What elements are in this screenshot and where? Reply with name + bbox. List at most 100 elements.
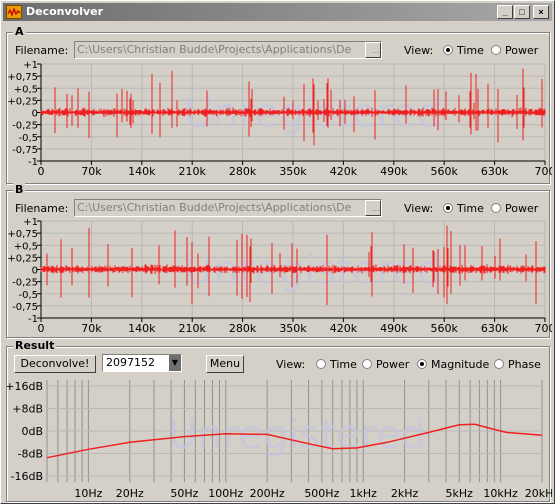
panel-a-time-radio[interactable]	[443, 45, 453, 55]
x-tick-label: 630k	[481, 322, 509, 335]
freq-tick-label: 20kHz	[525, 487, 552, 500]
result-magnitude-label: Magnitude	[431, 358, 490, 371]
x-tick-label: 0	[38, 322, 45, 335]
y-tick-label: -1	[28, 314, 38, 325]
panel-a-time-label: Time	[457, 44, 484, 57]
result-view-label: View:	[276, 358, 306, 371]
panel-a-power-label: Power	[505, 44, 539, 57]
panel-b-filename-label: Filename:	[15, 202, 69, 215]
db-tick-label: +16dB	[7, 380, 43, 393]
panel-a-view-label: View:	[404, 44, 434, 57]
freq-tick-label: 2kHz	[391, 487, 419, 500]
x-tick-label: 70k	[81, 322, 102, 335]
x-tick-label: 140k	[128, 322, 156, 335]
panel-a-power-radio[interactable]	[491, 45, 501, 55]
panel-b-power-radio[interactable]	[491, 203, 501, 213]
y-tick-label: 0	[32, 109, 38, 120]
result-label: Result	[13, 339, 57, 352]
y-tick-label: -0,5	[18, 290, 38, 301]
freq-tick-label: 50Hz	[170, 487, 198, 500]
result-time-label: Time	[330, 358, 357, 371]
x-tick-label: 560k	[431, 322, 459, 335]
freq-tick-label: 20Hz	[116, 487, 144, 500]
x-tick-label: 700	[535, 165, 553, 178]
y-tick-label: +0,25	[7, 253, 38, 264]
x-tick-label: 350k	[279, 165, 307, 178]
x-tick-label: 280k	[229, 322, 257, 335]
x-tick-label: 350k	[279, 322, 307, 335]
waveform-trace	[40, 68, 546, 146]
x-tick-label: 700	[535, 322, 553, 335]
panel-b-time-radio[interactable]	[443, 203, 453, 213]
x-tick-label: 210k	[179, 165, 207, 178]
fft-size-select[interactable]: 2097152 ▼	[102, 354, 182, 372]
result-time-radio[interactable]	[316, 359, 326, 369]
waveform-trace	[40, 225, 546, 305]
x-tick-label: 280k	[229, 165, 257, 178]
x-tick-label: 140k	[128, 165, 156, 178]
y-tick-label: -0,25	[12, 121, 38, 132]
x-tick-label: 630k	[481, 165, 509, 178]
x-tick-label: 210k	[179, 322, 207, 335]
freq-tick-label: 10kHz	[483, 487, 518, 500]
panel-b-filename-field[interactable]: C:\Users\Christian Budde\Projects\Applic…	[74, 199, 382, 217]
x-tick-label: 420k	[330, 322, 358, 335]
freq-tick-label: 5kHz	[446, 487, 474, 500]
panel-a-group	[6, 32, 550, 184]
panel-b-time-label: Time	[457, 202, 484, 215]
y-tick-label: +1	[23, 61, 38, 71]
db-tick-label: -16dB	[11, 470, 44, 483]
result-magnitude-radio[interactable]	[417, 359, 427, 369]
panel-a-filename-field[interactable]: C:\Users\Christian Budde\Projects\Applic…	[74, 41, 382, 59]
y-tick-label: +1	[23, 218, 38, 228]
app-icon	[6, 5, 22, 19]
panel-a-filename-label: Filename:	[15, 44, 69, 57]
freq-tick-label: 100Hz	[208, 487, 243, 500]
minimize-button[interactable]: _	[497, 5, 513, 19]
y-tick-label: -0,75	[12, 145, 38, 156]
db-tick-label: 0dB	[21, 425, 43, 438]
y-tick-label: +0,5	[14, 84, 38, 95]
y-tick-label: -0,75	[12, 302, 38, 313]
x-tick-label: 560k	[431, 165, 459, 178]
panel-b-waveform-plot[interactable]: +1+0,75+0,5+0,250-0,25-0,5-0,75-10 70k 140…	[7, 218, 552, 338]
y-tick-label: +0,75	[7, 229, 38, 240]
chevron-down-icon[interactable]: ▼	[169, 355, 181, 371]
result-power-label: Power	[376, 358, 410, 371]
result-phase-label: Phase	[508, 358, 541, 371]
panel-a-browse-button[interactable]: ...	[365, 42, 381, 58]
freq-tick-label: 1kHz	[349, 487, 377, 500]
x-tick-label: 420k	[330, 165, 358, 178]
fft-size-value: 2097152	[106, 356, 155, 369]
panel-b-browse-button[interactable]: ...	[365, 200, 381, 216]
deconvolve-button[interactable]: Deconvolve!	[14, 355, 96, 373]
maximize-button[interactable]: □	[514, 5, 530, 19]
window-title: Deconvolver	[26, 5, 104, 18]
y-tick-label: -1	[28, 157, 38, 168]
y-tick-label: 0	[32, 266, 38, 277]
panel-a-waveform-plot[interactable]: +1+0,75+0,5+0,250-0,25-0,5-0,75-10 70k 140…	[7, 61, 552, 181]
result-phase-radio[interactable]	[494, 359, 504, 369]
freq-tick-label: 500Hz	[304, 487, 339, 500]
panel-a-label: A	[13, 25, 26, 38]
magnitude-curve	[46, 423, 543, 459]
panel-b-power-label: Power	[505, 202, 539, 215]
x-tick-label: 70k	[81, 165, 102, 178]
db-tick-label: -8dB	[18, 448, 44, 461]
result-power-radio[interactable]	[362, 359, 372, 369]
result-magnitude-plot[interactable]: +16dB +8dB 0dB -8dB -16dB 10Hz 20Hz 50Hz 100Hz 20…	[7, 376, 552, 502]
y-tick-label: -0,5	[18, 133, 38, 144]
title-bar[interactable]: Deconvolver _ □ ×	[3, 3, 552, 21]
freq-tick-label: 10Hz	[74, 487, 102, 500]
y-tick-label: +0,25	[7, 96, 38, 107]
y-tick-label: +0,5	[14, 241, 38, 252]
menu-button[interactable]: Menu	[206, 355, 244, 373]
panel-b-label: B	[13, 183, 26, 196]
close-button[interactable]: ×	[533, 5, 549, 19]
panel-b-group	[6, 190, 550, 338]
db-tick-label: +8dB	[12, 403, 43, 416]
y-tick-label: -0,25	[12, 278, 38, 289]
x-tick-label: 490k	[380, 165, 408, 178]
freq-tick-label: 200Hz	[250, 487, 285, 500]
